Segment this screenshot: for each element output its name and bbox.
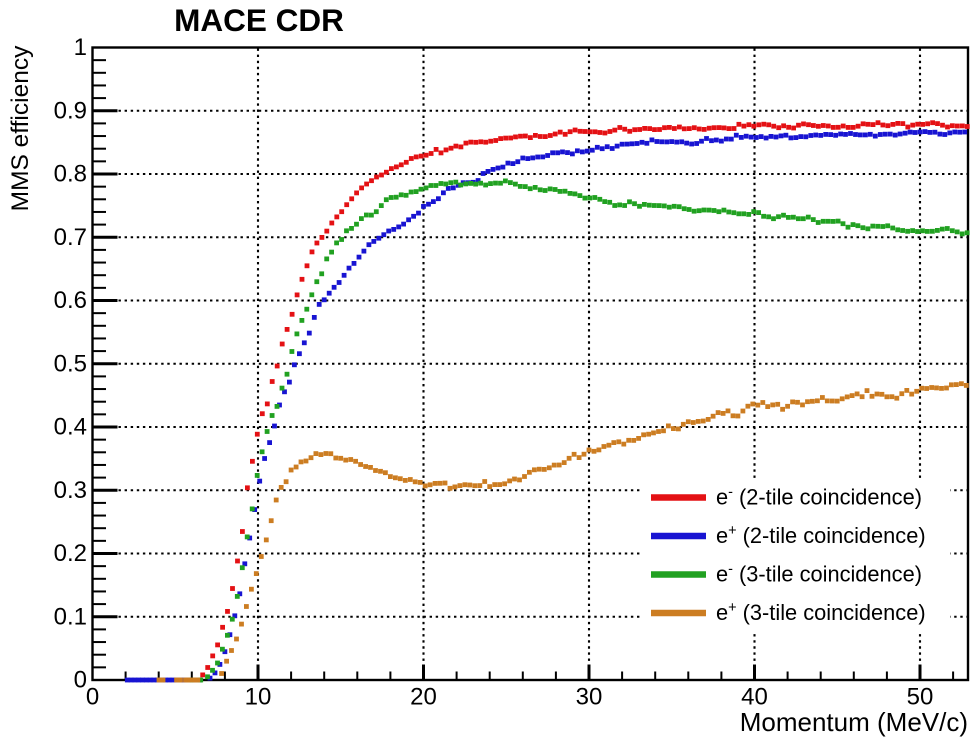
- svg-text:0.8: 0.8: [54, 161, 87, 188]
- svg-text:1: 1: [74, 34, 87, 61]
- svg-text:e- (3-tile coincidence): e- (3-tile coincidence): [716, 562, 922, 587]
- svg-text:e- (2-tile coincidence): e- (2-tile coincidence): [716, 485, 922, 510]
- svg-text:0.2: 0.2: [54, 540, 87, 567]
- svg-text:0.4: 0.4: [54, 414, 87, 441]
- svg-text:MMS efficiency: MMS efficiency: [7, 45, 34, 211]
- svg-text:0: 0: [74, 667, 87, 694]
- svg-text:e+ (3-tile coincidence): e+ (3-tile coincidence): [716, 600, 926, 625]
- svg-text:10: 10: [245, 684, 272, 711]
- svg-text:e+ (2-tile coincidence): e+ (2-tile coincidence): [716, 523, 926, 548]
- svg-text:0: 0: [86, 684, 99, 711]
- svg-text:0.6: 0.6: [54, 287, 87, 314]
- svg-text:0.3: 0.3: [54, 477, 87, 504]
- svg-text:50: 50: [907, 684, 934, 711]
- svg-text:30: 30: [576, 684, 603, 711]
- svg-text:MACE CDR: MACE CDR: [174, 2, 344, 38]
- svg-text:0.7: 0.7: [54, 224, 87, 251]
- svg-text:0.9: 0.9: [54, 97, 87, 124]
- svg-text:Momentum (MeV/c): Momentum (MeV/c): [740, 707, 968, 737]
- svg-text:0.1: 0.1: [54, 603, 87, 630]
- svg-text:40: 40: [741, 684, 768, 711]
- svg-text:20: 20: [410, 684, 437, 711]
- svg-text:0.5: 0.5: [54, 350, 87, 377]
